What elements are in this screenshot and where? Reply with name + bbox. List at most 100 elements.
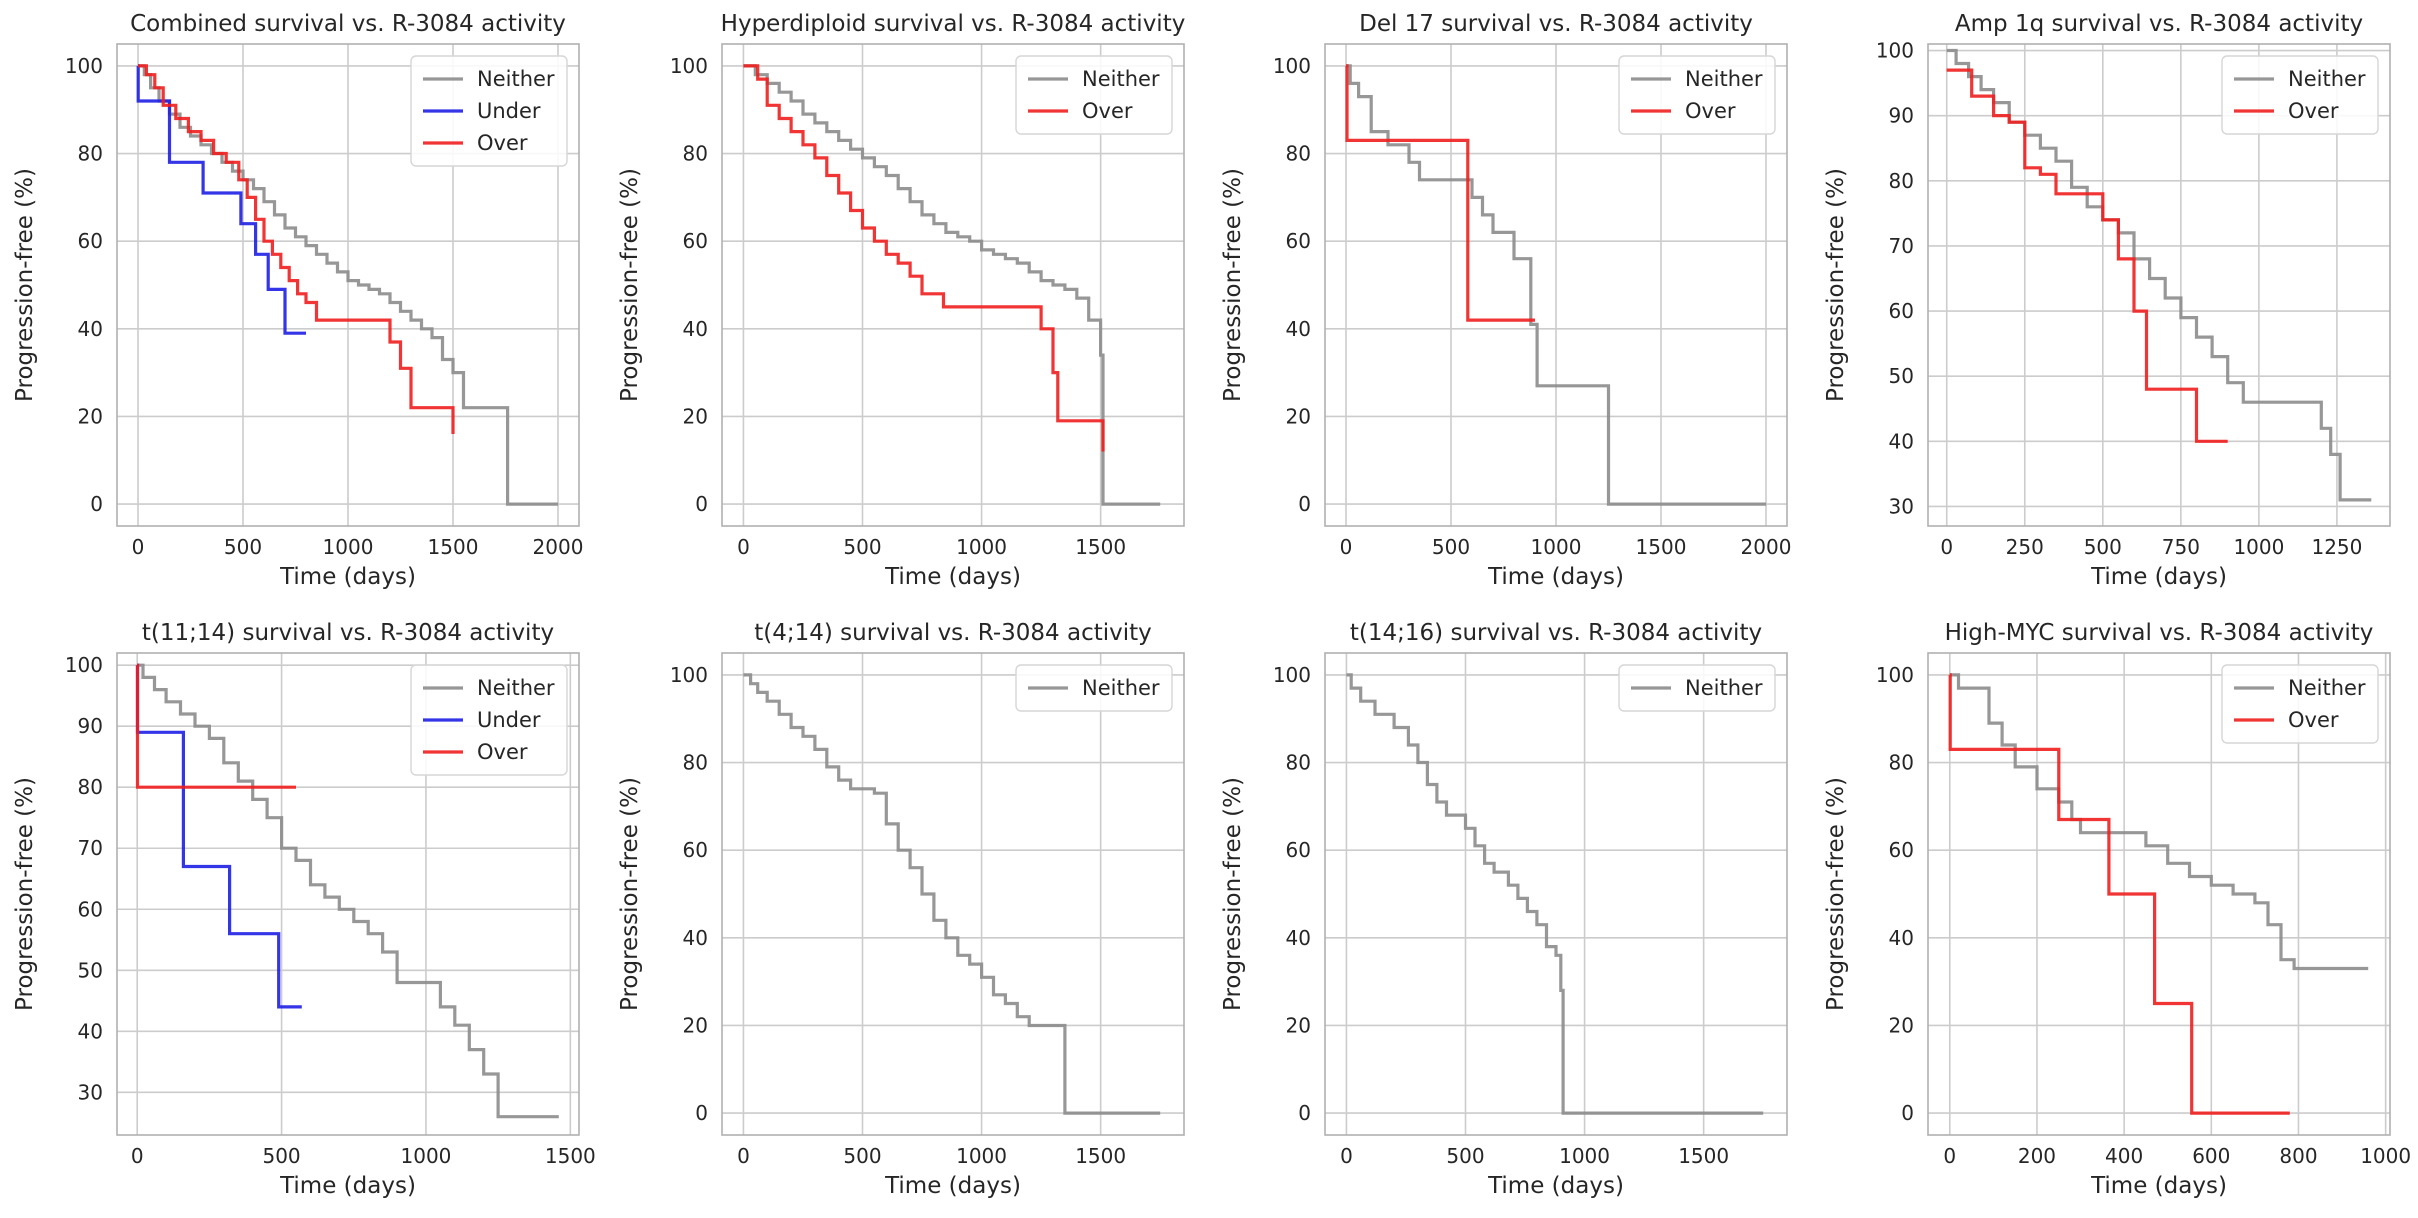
chart-title: t(4;14) survival vs. R-3084 activity xyxy=(754,620,1152,646)
y-tick-label: 80 xyxy=(683,142,708,166)
legend-box xyxy=(1015,55,1173,135)
y-tick-label: 50 xyxy=(78,958,103,982)
y-axis-label: Progression-free (%) xyxy=(12,168,38,402)
legend-box xyxy=(1618,55,1776,135)
y-tick-label: 60 xyxy=(78,897,103,921)
axes-frame xyxy=(1927,652,2391,1136)
y-tick-label: 100 xyxy=(65,54,103,78)
y-tick-label: 40 xyxy=(683,926,708,950)
series-line-over xyxy=(1948,673,2290,1115)
x-tick-label: 2000 xyxy=(533,535,584,559)
y-tick-label: 60 xyxy=(1286,229,1311,253)
x-tick-label: 800 xyxy=(2279,1144,2317,1168)
y-tick-label: 20 xyxy=(683,1013,708,1037)
legend: Neither Over xyxy=(1015,55,1173,135)
y-tick-label: 80 xyxy=(1889,751,1914,775)
legend-label: Neither xyxy=(477,67,555,91)
legend: Neither Under Over xyxy=(410,55,568,167)
y-tick-label: 80 xyxy=(1286,142,1311,166)
y-tick-label: 80 xyxy=(683,751,708,775)
chart-title: Hyperdiploid survival vs. R-3084 activit… xyxy=(721,11,1186,37)
x-tick-label: 1000 xyxy=(401,1144,452,1168)
legend-box xyxy=(1015,664,1173,712)
legend-label: Neither xyxy=(1685,676,1763,700)
y-tick-label: 60 xyxy=(1889,299,1914,323)
series-line-neither xyxy=(1949,673,2369,971)
x-tick-label: 1000 xyxy=(956,1144,1007,1168)
y-tick-label: 60 xyxy=(1889,838,1914,862)
x-tick-label: 1000 xyxy=(1531,535,1582,559)
x-tick-label: 500 xyxy=(843,535,881,559)
axes-frame xyxy=(721,43,1185,527)
y-tick-label: 30 xyxy=(78,1080,103,1104)
legend-label: Neither xyxy=(1082,676,1160,700)
axes-frame xyxy=(116,652,580,1136)
y-tick-label: 40 xyxy=(1286,317,1311,341)
axes-frame xyxy=(116,43,580,527)
panel-5: 0 500 1000 1500 0 20 40 60 80 100 t(4;14) survival… xyxy=(617,620,1185,1199)
x-tick-label: 1000 xyxy=(956,535,1007,559)
legend: Neither Over xyxy=(2221,664,2379,744)
panel-2: 0 500 1000 1500 2000 0 20 40 60 80 100 Del 17 survi… xyxy=(1220,11,1791,590)
chart-title: t(11;14) survival vs. R-3084 activity xyxy=(142,620,554,646)
y-axis-label: Progression-free (%) xyxy=(617,168,643,402)
legend: Neither xyxy=(1015,664,1173,712)
x-tick-label: 2000 xyxy=(1741,535,1792,559)
panel-1: 0 500 1000 1500 0 20 40 60 80 100 Hyperdiploid sur… xyxy=(617,11,1185,590)
legend-label: Neither xyxy=(2288,67,2366,91)
y-tick-label: 100 xyxy=(1273,54,1311,78)
series-line-over xyxy=(135,663,296,789)
axes-frame xyxy=(1324,652,1788,1136)
series-line-neither xyxy=(137,663,559,1119)
y-tick-label: 20 xyxy=(683,404,708,428)
x-axis-label: Time (days) xyxy=(2090,564,2227,590)
legend: Neither Over xyxy=(2221,55,2379,135)
y-tick-label: 60 xyxy=(78,229,103,253)
chart-title: Del 17 survival vs. R-3084 activity xyxy=(1359,11,1753,37)
legend-label: Neither xyxy=(1082,67,1160,91)
x-tick-label: 1000 xyxy=(2233,535,2284,559)
axes-frame xyxy=(1927,43,2391,527)
y-axis-label: Progression-free (%) xyxy=(1220,168,1246,402)
legend-label: Neither xyxy=(477,676,555,700)
series-line-over xyxy=(1946,68,2228,443)
y-tick-label: 0 xyxy=(90,492,103,516)
y-axis-label: Progression-free (%) xyxy=(12,777,38,1011)
series-line-under xyxy=(135,663,302,1009)
x-axis-label: Time (days) xyxy=(884,1173,1021,1199)
x-tick-label: 1500 xyxy=(428,535,479,559)
x-tick-label: 1500 xyxy=(1678,1144,1729,1168)
panel-6: 0 500 1000 1500 0 20 40 60 80 100 t(14;16) surviva… xyxy=(1220,620,1788,1199)
y-tick-label: 0 xyxy=(1901,1101,1914,1125)
x-tick-label: 0 xyxy=(131,1144,144,1168)
x-tick-label: 500 xyxy=(843,1144,881,1168)
x-axis-label: Time (days) xyxy=(884,564,1021,590)
x-tick-label: 1500 xyxy=(1075,535,1126,559)
y-tick-label: 100 xyxy=(670,54,708,78)
legend-box xyxy=(410,55,568,167)
series-line-neither xyxy=(1346,673,1764,1115)
x-tick-label: 1500 xyxy=(1075,1144,1126,1168)
y-tick-label: 0 xyxy=(695,492,708,516)
y-tick-label: 100 xyxy=(1876,663,1914,687)
y-tick-label: 40 xyxy=(78,317,103,341)
x-tick-label: 750 xyxy=(2162,535,2200,559)
y-tick-label: 30 xyxy=(1889,494,1914,518)
series-line-under xyxy=(136,64,306,335)
y-tick-label: 20 xyxy=(1889,1013,1914,1037)
legend-box xyxy=(1618,664,1776,712)
panel-0: 0 500 1000 1500 2000 0 20 40 60 80 100 Combined sur… xyxy=(12,11,583,590)
legend: Neither xyxy=(1618,664,1776,712)
x-tick-label: 500 xyxy=(2084,535,2122,559)
y-tick-label: 40 xyxy=(1889,926,1914,950)
x-tick-label: 200 xyxy=(2018,1144,2056,1168)
x-axis-label: Time (days) xyxy=(2090,1173,2227,1199)
panel-7: 0 200 400 600 800 1000 0 20 40 60 80 100 High-MYC su… xyxy=(1823,620,2411,1199)
y-tick-label: 70 xyxy=(78,836,103,860)
chart-title: High-MYC survival vs. R-3084 activity xyxy=(1945,620,2374,646)
legend-label: Neither xyxy=(1685,67,1763,91)
axes-frame xyxy=(1324,43,1788,527)
series-line-over xyxy=(743,64,1105,452)
y-tick-label: 90 xyxy=(78,714,103,738)
panel-4: 0 500 1000 1500 30 40 50 60 70 80 90 100 t(11;14) su… xyxy=(12,620,596,1199)
